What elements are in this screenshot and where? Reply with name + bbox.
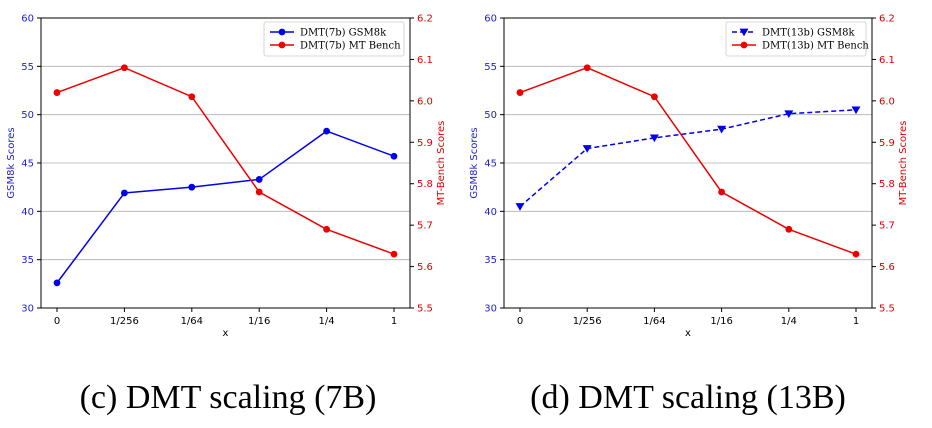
- y-tick-label: 55: [21, 62, 34, 73]
- y-axis-label: GSM8k Scores: [6, 127, 17, 198]
- y2-tick-label: 5.8: [879, 179, 895, 190]
- data-point: [323, 127, 330, 135]
- series-1: [53, 127, 398, 287]
- y2-axis-label: MT-Bench Scores: [436, 121, 447, 206]
- data-point: [515, 203, 525, 211]
- data-point: [53, 89, 61, 96]
- series-line: [519, 109, 857, 208]
- y-tick-label: 50: [484, 110, 497, 121]
- legend-label: DMT(7b) MT Bench: [300, 41, 401, 52]
- y-tick-label: 35: [21, 255, 34, 266]
- x-tick-label: 1/256: [573, 316, 602, 327]
- data-point: [852, 250, 860, 258]
- legend-box: [725, 21, 867, 57]
- x-tick-label: 0: [517, 316, 523, 327]
- data-point: [516, 89, 524, 96]
- y-tick-label: 45: [484, 159, 497, 170]
- y2-tick-label: 5.9: [417, 138, 433, 149]
- y2-tick-label: 6.0: [879, 96, 895, 107]
- y-tick-label: 30: [484, 304, 497, 315]
- data-point: [255, 188, 263, 196]
- data-point: [784, 110, 794, 118]
- data-point: [717, 125, 727, 134]
- x-tick-label: 1/16: [710, 316, 732, 327]
- y2-tick-label: 5.7: [879, 221, 895, 232]
- data-point: [851, 106, 861, 115]
- y-tick-label: 60: [484, 14, 497, 25]
- x-tick-label: 1/4: [781, 316, 797, 327]
- data-point: [785, 225, 793, 233]
- series-2: [53, 64, 398, 258]
- y-tick-label: 45: [21, 159, 34, 170]
- y2-tick-label: 5.5: [879, 304, 895, 315]
- y-tick-label: 40: [21, 207, 34, 218]
- y2-tick-label: 5.6: [417, 262, 433, 273]
- x-axis-label: x: [223, 328, 229, 339]
- legend-label: DMT(7b) GSM8k: [300, 28, 387, 39]
- figure-caption: (c) DMT scaling (7B): [80, 379, 377, 416]
- y2-tick-label: 5.7: [417, 221, 433, 232]
- legend-label: DMT(13b) MT Bench: [762, 41, 869, 52]
- chart-panel-2: 30 35 40 45 50 55 60 5.5 5.6 5.7 5.8 5.9 6.0 6.1 6.2 0 1…: [469, 14, 909, 417]
- data-point: [121, 64, 128, 72]
- data-point: [739, 28, 749, 37]
- x-tick-label: 1/256: [110, 316, 139, 327]
- legend: DMT(7b) GSM8k DMT(7b) MT Bench: [263, 21, 405, 57]
- x-axis-label: x: [685, 328, 691, 339]
- x-tick-label: 1: [391, 316, 397, 327]
- series-line: [519, 66, 857, 255]
- x-tick-label: 0: [54, 316, 60, 327]
- data-point: [651, 93, 658, 101]
- series-1: [515, 106, 861, 211]
- y2-tick-label: 5.5: [417, 304, 433, 315]
- y2-tick-label: 5.9: [879, 138, 895, 149]
- data-point: [323, 225, 330, 233]
- y-tick-label: 60: [21, 14, 34, 25]
- data-point: [582, 145, 592, 153]
- y-tick-label: 55: [484, 62, 497, 73]
- data-point: [583, 64, 591, 72]
- x-tick-label: 1: [853, 316, 859, 327]
- y2-tick-label: 6.0: [417, 96, 433, 107]
- data-point: [649, 134, 659, 143]
- data-point: [278, 41, 286, 49]
- y2-tick-label: 6.1: [879, 55, 895, 66]
- legend-box: [263, 21, 405, 57]
- data-point: [121, 189, 128, 197]
- figure-caption: (d) DMT scaling (13B): [530, 379, 846, 416]
- y2-tick-label: 6.1: [417, 55, 433, 66]
- data-point: [740, 41, 748, 49]
- legend: DMT(13b) GSM8k DMT(13b) MT Bench: [725, 21, 869, 57]
- data-point: [390, 250, 398, 258]
- legend-label: DMT(13b) GSM8k: [762, 28, 855, 39]
- series-2: [516, 64, 860, 258]
- data-point: [255, 176, 263, 183]
- y2-tick-label: 6.2: [879, 14, 895, 25]
- y-tick-label: 35: [484, 255, 497, 266]
- y-tick-label: 40: [484, 207, 497, 218]
- series-line: [56, 130, 395, 284]
- x-tick-label: 1/16: [248, 316, 270, 327]
- x-tick-label: 1/64: [181, 316, 203, 327]
- data-point: [188, 183, 196, 191]
- data-point: [278, 28, 286, 36]
- data-point: [53, 279, 61, 287]
- chart-panel-1: 30 35 40 45 50 55 60 5.5 5.6 5.7 5.8 5.9 6.0 6.1 6.2 0 1…: [6, 14, 447, 417]
- y-axis-label: GSM8k Scores: [469, 127, 480, 198]
- y2-tick-label: 6.2: [417, 14, 433, 25]
- y2-axis-label: MT-Bench Scores: [898, 121, 909, 206]
- x-tick-label: 1/64: [643, 316, 665, 327]
- x-tick-label: 1/4: [319, 316, 335, 327]
- y2-tick-label: 5.8: [417, 179, 433, 190]
- data-point: [718, 188, 725, 196]
- data-point: [188, 93, 196, 101]
- y-tick-label: 50: [21, 110, 34, 121]
- y-tick-label: 30: [21, 304, 34, 315]
- y2-tick-label: 5.6: [879, 262, 895, 273]
- data-point: [390, 152, 398, 160]
- series-line: [56, 66, 395, 255]
